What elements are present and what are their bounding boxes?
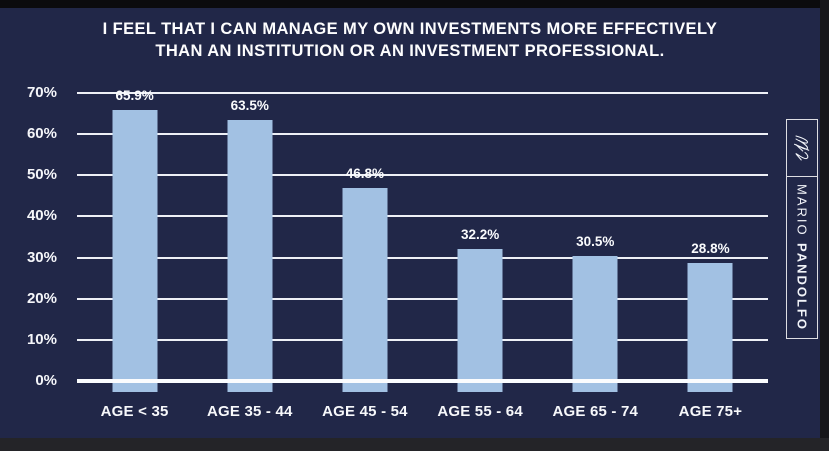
bar-slot: 32.2% xyxy=(423,93,538,392)
right-frame-strip xyxy=(820,0,829,451)
bar xyxy=(457,248,503,392)
author-first-name: MARIO xyxy=(794,183,810,237)
bar-value-label: 65.9% xyxy=(115,87,154,103)
gridline xyxy=(77,297,768,300)
y-tick-label: 60% xyxy=(26,125,57,143)
bar-value-label: 32.2% xyxy=(460,226,500,242)
y-tick-label: 10% xyxy=(26,330,57,348)
bar-slot: 28.8% xyxy=(653,93,768,392)
chart-title: I FEEL THAT I CAN MANAGE MY OWN INVESTME… xyxy=(0,19,820,63)
y-tick-label: 50% xyxy=(26,166,57,184)
x-category-label: AGE 35 - 44 xyxy=(206,403,293,420)
top-frame-strip xyxy=(0,0,829,8)
bar-value-label: 30.5% xyxy=(576,233,615,249)
bar xyxy=(112,109,158,392)
gridline xyxy=(77,92,768,94)
chart-title-line-1: I FEEL THAT I CAN MANAGE MY OWN INVESTME… xyxy=(102,20,718,38)
gridline xyxy=(77,133,768,136)
bar-slot: 46.8% xyxy=(307,93,422,392)
bar-value-label: 46.8% xyxy=(345,166,385,182)
x-category-label: AGE < 35 xyxy=(100,403,169,420)
gridline xyxy=(77,256,768,259)
author-badge: MARIO PANDOLFO xyxy=(786,119,818,339)
signature-box xyxy=(787,120,817,177)
gridline xyxy=(77,174,768,177)
bar-value-label: 28.8% xyxy=(691,240,730,256)
y-tick-label: 0% xyxy=(35,372,57,389)
x-category-label: AGE 75+ xyxy=(678,403,743,420)
gridline xyxy=(77,215,768,218)
plot-area: 65.9% 63.5% 46.8% 32.2% 30.5% 28.8% xyxy=(77,88,768,392)
author-last-name: PANDOLFO xyxy=(794,243,810,332)
y-tick-label: 40% xyxy=(26,207,57,225)
bar-value-label: 63.5% xyxy=(230,97,269,113)
x-category-label: AGE 45 - 54 xyxy=(322,403,408,420)
author-name: MARIO PANDOLFO xyxy=(795,184,810,332)
y-tick-label: 70% xyxy=(26,84,57,101)
x-axis: AGE < 35 AGE 35 - 44 AGE 45 - 54 AGE 55 - 6… xyxy=(77,403,768,420)
author-name-box: MARIO PANDOLFO xyxy=(787,177,817,338)
y-tick-label: 20% xyxy=(26,289,57,307)
bar xyxy=(342,188,388,392)
bar-slot: 65.9% xyxy=(77,88,192,392)
bar xyxy=(227,119,273,392)
bar-slot: 63.5% xyxy=(192,93,307,392)
bar-slot: 30.5% xyxy=(538,93,653,392)
baseline-gridline xyxy=(77,379,768,383)
chart-panel: I FEEL THAT I CAN MANAGE MY OWN INVESTME… xyxy=(0,8,820,438)
signature-icon xyxy=(793,135,810,161)
bottom-frame-strip xyxy=(0,438,829,451)
bar xyxy=(572,255,618,392)
x-category-label: AGE 55 - 64 xyxy=(437,403,523,420)
y-tick-label: 30% xyxy=(26,248,57,266)
chart-title-line-2: THAN AN INSTITUTION OR AN INVESTMENT PRO… xyxy=(155,41,665,60)
x-category-label: AGE 65 - 74 xyxy=(552,403,639,420)
bar xyxy=(687,262,733,392)
gridline xyxy=(77,338,768,341)
